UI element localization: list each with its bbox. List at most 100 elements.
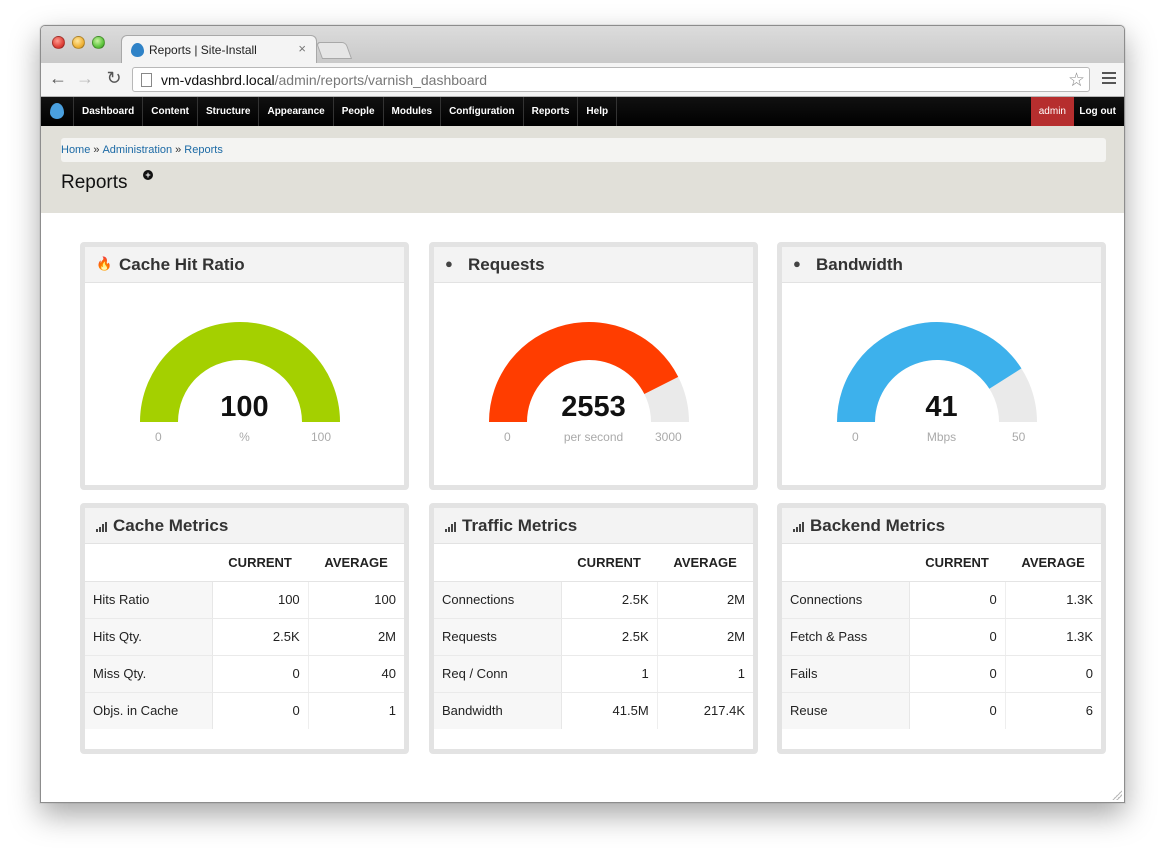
backend-metrics-panel: Backend Metrics CURRENT AVERAGE Connecti… [777,503,1106,754]
zoom-window-button[interactable] [92,36,105,49]
current-value: 1 [561,655,658,693]
gauge-unit-label: % [239,430,250,444]
reload-icon[interactable]: ↻ [106,68,122,88]
average-value: 100 [308,581,404,619]
tab-title: Reports | Site-Install [149,43,257,57]
row-label: Bandwidth [434,692,562,729]
breadcrumb-separator: » [93,144,100,156]
admin-menu-help[interactable]: Help [577,97,618,126]
browser-window: Reports | Site-Install × ← → ↻ vm-vdashb… [40,25,1125,803]
admin-menu-modules[interactable]: Modules [382,97,441,126]
average-value: 1 [657,655,753,693]
new-tab-button[interactable] [315,42,353,59]
signal-bars-icon [445,522,457,532]
back-arrow-icon[interactable]: ← [49,68,67,88]
panel-title: Bandwidth [816,255,903,274]
table-row: Fetch & Pass 0 1.3K [782,618,1101,656]
table-row: Miss Qty. 0 40 [85,655,404,693]
current-value: 2.5K [561,581,658,619]
cache-hit-ratio-panel: 🔥 Cache Hit Ratio 100 0 % 100 [80,242,409,490]
gauge: 100 0 % 100 [85,283,404,484]
admin-menu-dashboard[interactable]: Dashboard [73,97,142,126]
forward-arrow-icon[interactable]: → [76,68,94,88]
empty-header [782,544,909,582]
signal-bars-icon [96,522,108,532]
drupal-logo-icon[interactable] [50,103,64,119]
admin-menu-appearance[interactable]: Appearance [258,97,332,126]
browser-tab[interactable]: Reports | Site-Install × [121,35,317,64]
breadcrumb-administration[interactable]: Administration [102,144,173,156]
admin-menu: Dashboard Content Structure Appearance P… [73,97,618,126]
row-label: Req / Conn [434,655,562,693]
current-value: 0 [909,692,1006,729]
gauge-value: 2553 [561,391,626,423]
address-bar[interactable]: vm-vdashbrd.local/admin/reports/varnish_… [132,67,1090,92]
admin-menu-structure[interactable]: Structure [197,97,258,126]
table-row: Req / Conn 1 1 [434,655,753,693]
row-label: Hits Ratio [85,581,213,619]
add-shortcut-icon[interactable]: + [143,170,153,180]
browser-menu-icon[interactable] [1102,69,1116,87]
gauge-min-label: 0 [852,430,859,444]
table-row: Reuse 0 6 [782,692,1101,729]
average-header: AVERAGE [657,544,753,582]
page-title: Reports [61,172,128,193]
current-value: 100 [212,581,309,619]
minimize-window-button[interactable] [72,36,85,49]
page-header: Home» Administration» Reports Reports + [41,126,1124,213]
admin-menu-content[interactable]: Content [142,97,197,126]
current-header: CURRENT [212,544,309,582]
drupal-favicon-icon [131,43,144,57]
panel-title: Cache Hit Ratio [119,255,245,274]
panel-header: Traffic Metrics [434,508,753,544]
current-value: 41.5M [561,692,658,729]
gauge-unit-label: Mbps [926,430,957,444]
breadcrumb-reports[interactable]: Reports [184,144,223,156]
row-label: Reuse [782,692,910,729]
gauge-max-label: 3000 [655,430,682,444]
metrics-table: CURRENT AVERAGE Connections 2.5K 2M Reques… [434,544,753,729]
breadcrumb-separator: » [175,144,182,156]
current-header: CURRENT [909,544,1006,582]
current-value: 2.5K [212,618,309,656]
breadcrumb-home[interactable]: Home [61,144,91,156]
tab-strip: Reports | Site-Install × [41,26,1124,64]
current-value: 0 [909,581,1006,619]
row-label: Connections [782,581,910,619]
url-text[interactable]: vm-vdashbrd.local/admin/reports/varnish_… [161,72,487,88]
gauge: 41 0 Mbps 50 [782,283,1101,484]
table-row: Hits Qty. 2.5K 2M [85,618,404,656]
average-header: AVERAGE [308,544,404,582]
current-value: 0 [212,655,309,693]
gauge-unit-label: per second [563,430,624,444]
average-value: 2M [308,618,404,656]
admin-user-link[interactable]: admin [1030,97,1074,126]
table-row: Bandwidth 41.5M 217.4K [434,692,753,729]
window-resize-handle[interactable] [1112,790,1122,800]
average-value: 217.4K [703,703,745,719]
close-window-button[interactable] [52,36,65,49]
admin-menu-configuration[interactable]: Configuration [440,97,523,126]
table-row: Hits Ratio 100 100 [85,581,404,619]
current-header: CURRENT [561,544,658,582]
gauge-fill [140,321,340,422]
cache-metrics-panel: Cache Metrics CURRENT AVERAGE Hits Ratio… [80,503,409,754]
current-value: 0 [909,618,1006,656]
row-label: Fails [782,655,910,693]
panel-header: Backend Metrics [782,508,1101,544]
admin-menu-people[interactable]: People [332,97,383,126]
signal-bars-icon [793,522,805,532]
panel-title: Cache Metrics [113,516,229,535]
table-row: Objs. in Cache 0 1 [85,692,404,729]
metrics-table: CURRENT AVERAGE Connections 0 1.3K Fetch &… [782,544,1101,729]
average-header: AVERAGE [1005,544,1101,582]
admin-menu-reports[interactable]: Reports [522,97,578,126]
gauge-chart [489,322,689,422]
bookmark-star-icon[interactable]: ☆ [1067,70,1085,91]
tab-close-icon[interactable]: × [298,41,306,56]
gauge-min-label: 0 [504,430,511,444]
table-row: Requests 2.5K 2M [434,618,753,656]
logout-link[interactable]: Log out [1079,106,1116,117]
gauge-max-label: 50 [1012,430,1026,444]
row-label: Miss Qty. [85,655,213,693]
